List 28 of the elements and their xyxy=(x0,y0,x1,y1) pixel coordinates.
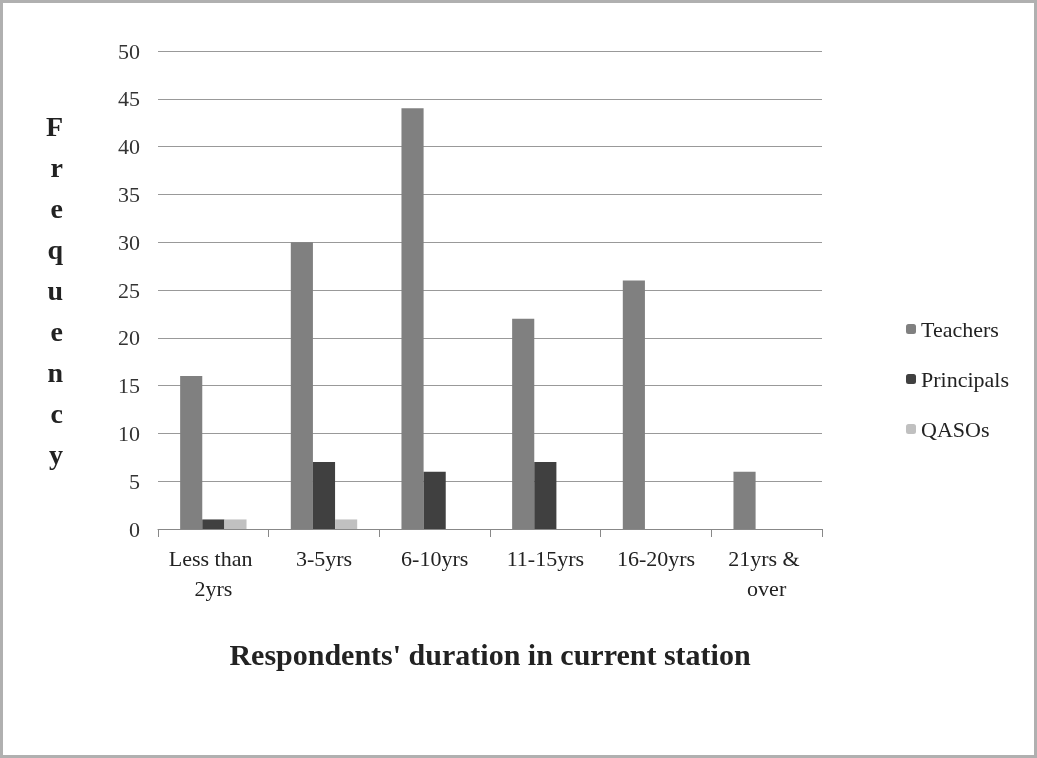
y-tick-label: 30 xyxy=(118,229,140,255)
bar xyxy=(312,462,336,529)
legend-label: Principals xyxy=(921,366,1010,392)
bar xyxy=(534,462,557,529)
y-tick-label: 50 xyxy=(118,38,140,64)
text: Frequency xyxy=(45,110,63,470)
bar xyxy=(423,471,446,529)
x-tick-label: 21yrs & over xyxy=(728,545,806,601)
y-tick-label: 35 xyxy=(118,181,140,207)
x-tick-label: 3-5yrs xyxy=(295,545,353,571)
x-tick-label: 6-10yrs xyxy=(401,545,469,571)
legend-label: Teachers xyxy=(921,316,999,342)
x-tick-label: 16-20yrs xyxy=(616,545,696,571)
bar xyxy=(224,519,247,529)
x-tick-label: 11-15yrs xyxy=(506,545,585,571)
x-tick-label: Less than 2yrs xyxy=(168,545,258,601)
bar xyxy=(202,519,225,529)
y-tick-label: 15 xyxy=(118,373,140,399)
y-tick-label: 45 xyxy=(118,86,140,112)
x-axis-title: Respondents' duration in current station xyxy=(229,637,751,671)
y-tick-label: 0 xyxy=(129,516,140,542)
legend-label: QASOs xyxy=(921,416,990,442)
y-tick-label: 20 xyxy=(118,325,140,351)
bar xyxy=(335,519,358,529)
y-tick-label: 5 xyxy=(129,468,140,494)
y-tick-label: 25 xyxy=(118,277,140,303)
y-tick-label: 40 xyxy=(118,134,140,160)
y-tick-label: 10 xyxy=(118,420,140,446)
